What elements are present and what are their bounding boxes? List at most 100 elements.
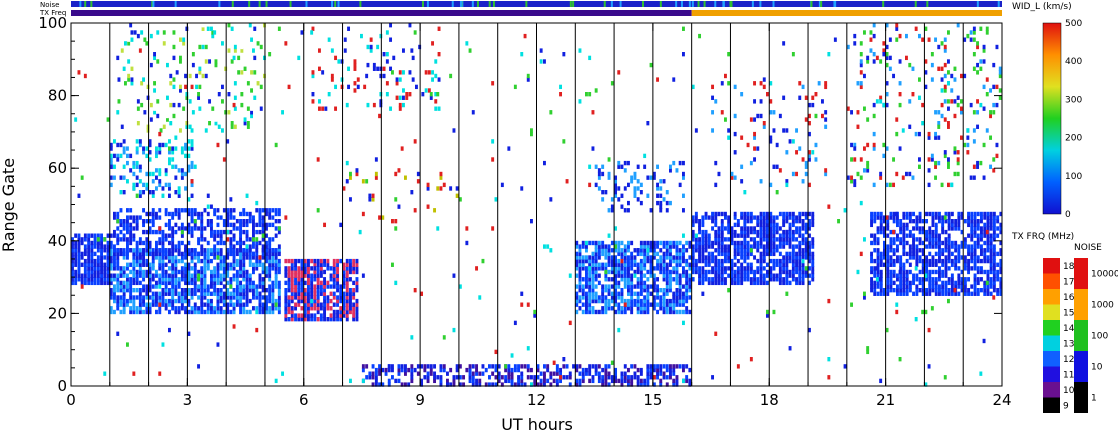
echo-point [143,110,147,115]
echo-point [782,258,786,264]
echo-point [77,248,81,253]
echo-point [620,273,624,278]
echo-point [210,273,213,278]
echo-point [481,364,485,369]
echo-point [159,128,163,133]
echo-point [766,309,769,315]
echo-point [614,175,618,180]
echo-point [675,364,679,369]
echo-point [736,240,740,246]
echo-point [155,302,158,307]
echo-point [122,233,126,238]
echo-point [132,233,136,238]
echo-point [252,306,255,311]
echo-point [989,244,993,249]
echo-point [77,277,81,282]
echo-point [947,160,950,166]
echo-point [743,248,747,253]
echo-point [568,375,572,380]
echo-point [187,240,191,246]
echo-point [992,266,996,271]
echo-point [652,240,656,246]
echo-point [303,266,307,271]
echo-point [310,298,314,304]
echo-point [402,102,405,108]
echo-point [778,168,782,173]
echo-point [788,240,792,246]
echo-point [925,262,929,267]
echo-point [151,208,155,213]
echo-point [639,251,643,257]
echo-point [656,262,660,267]
echo-point [672,302,676,307]
echo-point [203,269,207,275]
echo-point [129,226,133,231]
echo-point [943,88,947,93]
echo-point [675,291,679,296]
echo-point [927,131,931,137]
echo-point [235,298,239,304]
echo-point [921,102,925,108]
echo-point [303,306,307,311]
echo-point [268,215,272,220]
echo-point [83,251,87,257]
echo-point [701,237,705,242]
echo-point [617,309,621,315]
echo-point [206,266,210,271]
echo-point [811,266,815,271]
echo-point [222,266,226,271]
echo-point [669,302,672,307]
echo-point [216,240,220,246]
echo-point [339,317,343,322]
echo-point [614,280,618,286]
echo-point [568,382,572,387]
noise-fleck [471,1,474,7]
echo-point [707,277,711,282]
echo-point [265,248,268,253]
echo-point [669,309,672,315]
echo-point [235,248,239,253]
echo-point [290,277,294,282]
echo-point [87,277,91,282]
echo-point [902,251,906,257]
echo-point [148,302,152,307]
echo-point [736,266,740,271]
echo-point [145,248,149,253]
echo-point [639,262,643,267]
echo-point [259,106,263,111]
echo-point [746,266,750,271]
echo-point [798,258,802,264]
echo-point [239,229,243,235]
echo-point [222,273,226,278]
echo-point [174,211,178,217]
echo-point [488,382,491,387]
echo-point [788,211,792,217]
echo-point [743,226,747,231]
echo-point [934,160,938,166]
echo-point [607,208,611,213]
echo-point [300,284,304,289]
echo-point [691,244,695,249]
echo-point [749,237,753,242]
echo-point [889,273,893,278]
echo-point [749,226,753,231]
echo-point [694,215,698,220]
echo-point [491,382,495,387]
echo-point [356,77,360,82]
echo-point [656,309,660,315]
echo-point [636,302,640,307]
echo-point [943,153,947,159]
echo-point [957,248,961,253]
echo-point [245,309,249,315]
echo-point [617,269,621,275]
echo-point [116,142,120,148]
echo-point [109,273,113,278]
echo-point [233,81,237,86]
echo-point [785,150,789,155]
echo-point [261,309,265,315]
echo-point [313,317,317,322]
echo-point [179,59,182,64]
echo-point [954,258,958,264]
echo-point [766,313,769,318]
echo-point [174,135,178,140]
